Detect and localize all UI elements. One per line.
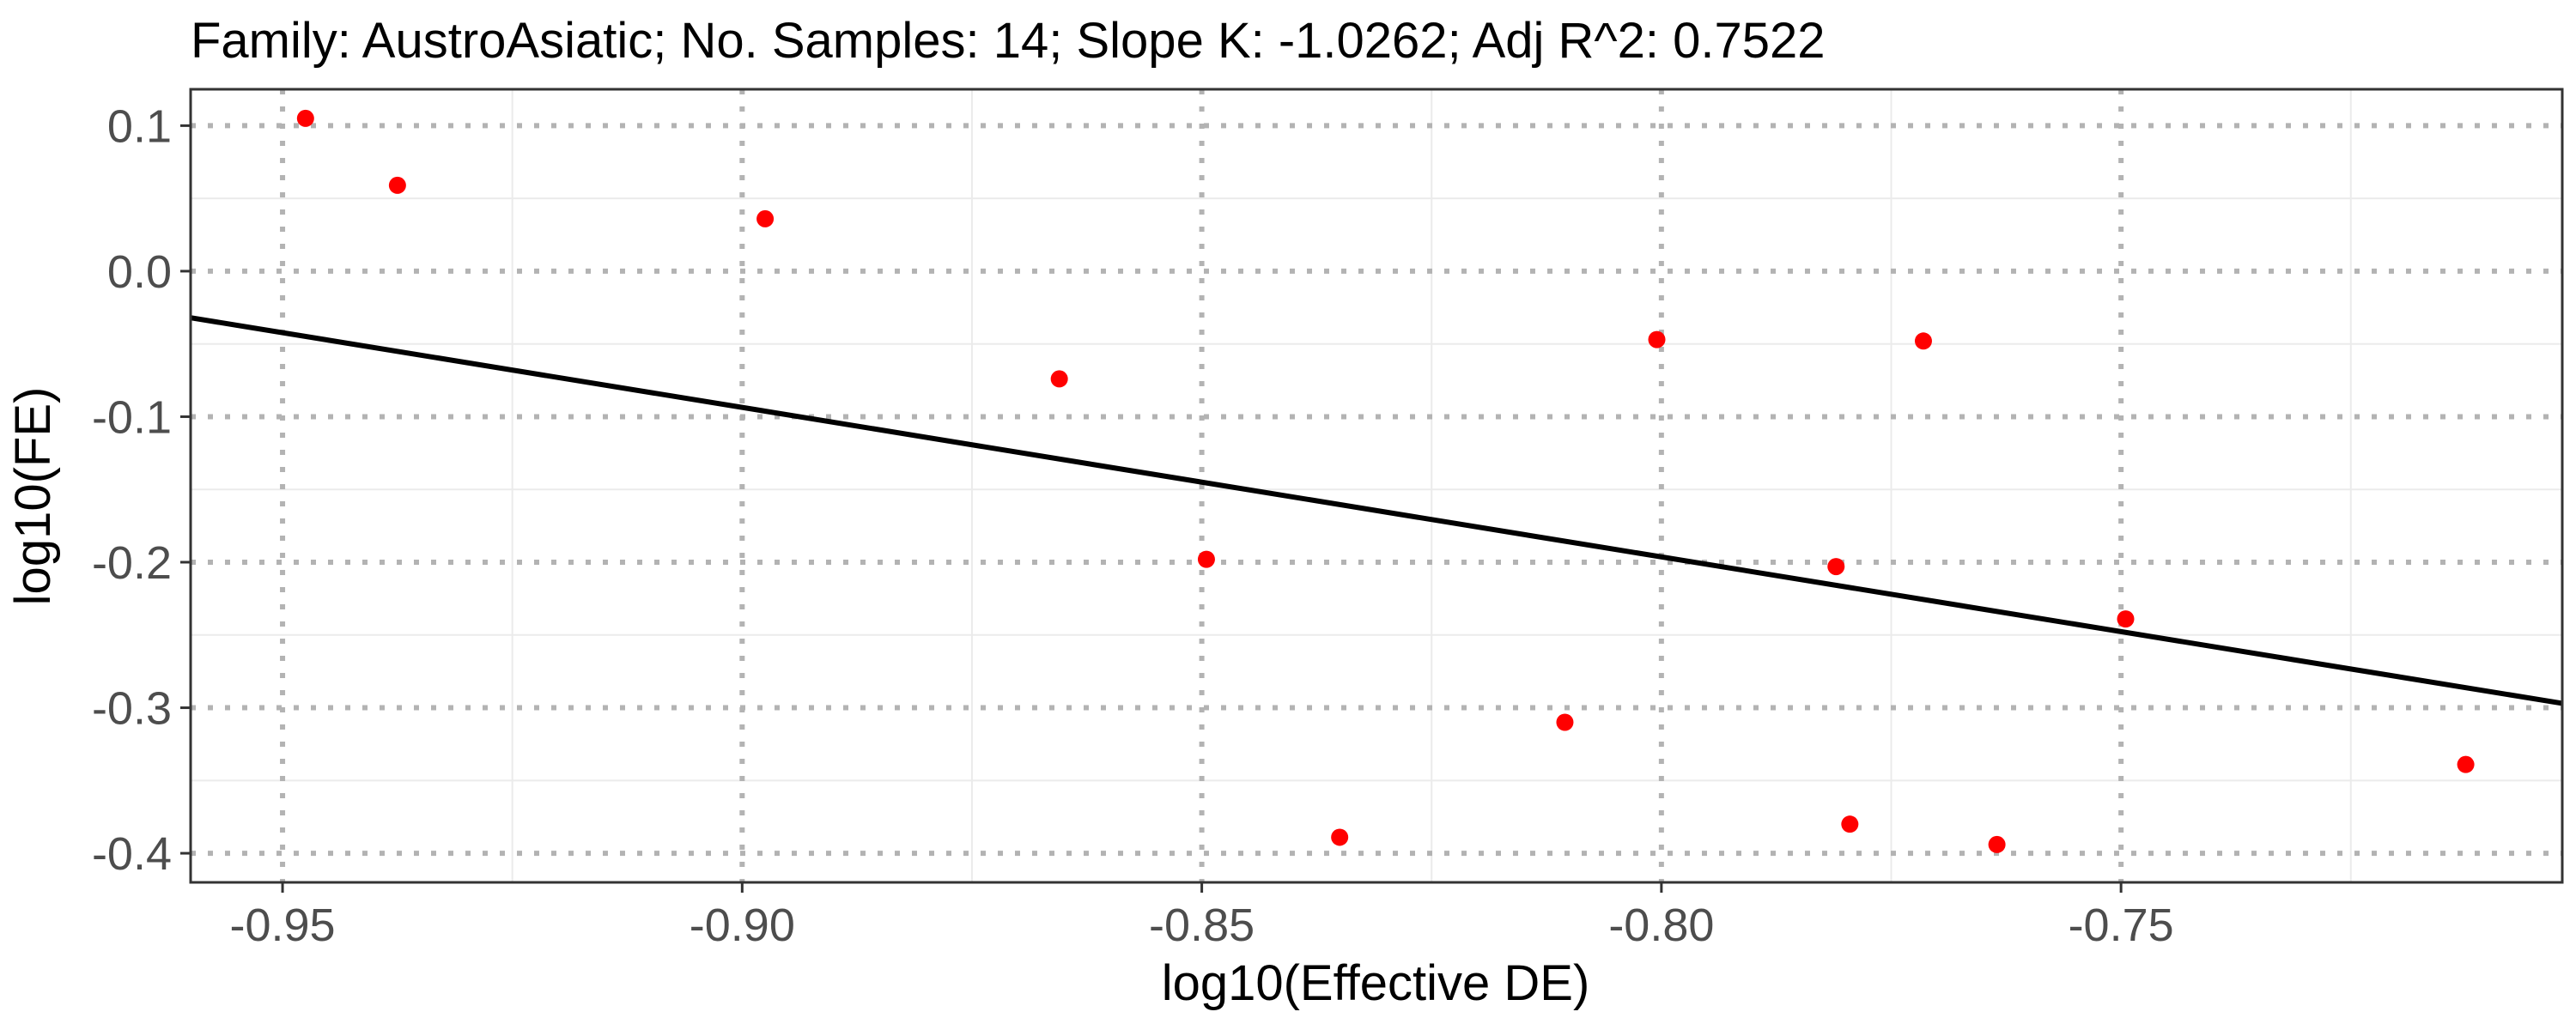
plot-border: [189, 88, 2564, 884]
data-point: [1197, 550, 1215, 568]
data-point: [1988, 835, 2006, 853]
y-tick-label: -0.1: [92, 391, 172, 443]
data-point: [388, 176, 406, 194]
regression-line: [190, 315, 2563, 706]
x-tick-label: -0.90: [690, 900, 795, 951]
major-gridlines: [191, 89, 2562, 882]
data-point: [1050, 370, 1068, 388]
y-axis-title: log10(FE): [5, 387, 61, 606]
x-tick-label: -0.95: [230, 900, 336, 951]
data-points: [296, 109, 2475, 853]
x-tick-label: -0.85: [1149, 900, 1255, 951]
y-tick-label: -0.4: [92, 828, 172, 880]
data-point: [1841, 815, 1859, 833]
y-axis-ticks: 0.1 0.0 -0.1 -0.2 -0.3 -0.4: [92, 100, 191, 880]
x-axis-title: log10(Effective DE): [1162, 955, 1590, 1011]
x-axis-ticks: -0.95 -0.90 -0.85 -0.80 -0.75: [230, 882, 2174, 951]
minor-gridlines: [191, 89, 2562, 882]
x-tick-label: -0.80: [1608, 900, 1714, 951]
y-tick-label: 0.0: [107, 246, 172, 298]
data-point: [2117, 610, 2135, 628]
data-point: [1556, 713, 1574, 731]
data-point: [2457, 755, 2475, 773]
y-tick-label: -0.3: [92, 683, 172, 735]
regression-line-layer: [190, 315, 2563, 706]
x-tick-label: -0.75: [2069, 900, 2174, 951]
data-point: [296, 109, 314, 127]
chart-title: Family: AustroAsiatic; No. Samples: 14; …: [191, 13, 1826, 69]
data-point: [1827, 558, 1845, 576]
data-point: [756, 209, 775, 227]
data-point: [1914, 332, 1932, 350]
data-point: [1648, 330, 1666, 348]
y-tick-label: 0.1: [107, 100, 172, 152]
data-point: [1331, 828, 1349, 846]
y-tick-label: -0.2: [92, 537, 172, 589]
